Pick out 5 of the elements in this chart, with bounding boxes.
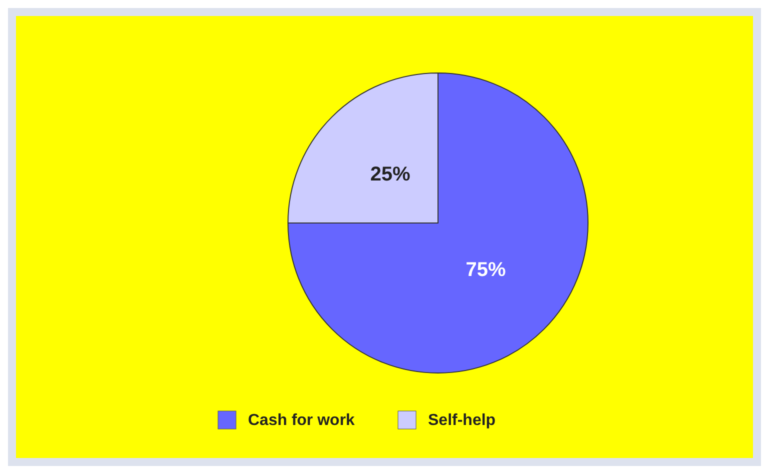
pie-slice xyxy=(288,72,588,374)
legend-label: Cash for work xyxy=(248,412,355,429)
data-label: 25% xyxy=(370,164,410,186)
data-label: 75% xyxy=(466,259,506,282)
legend-label: Self-help xyxy=(428,412,496,429)
